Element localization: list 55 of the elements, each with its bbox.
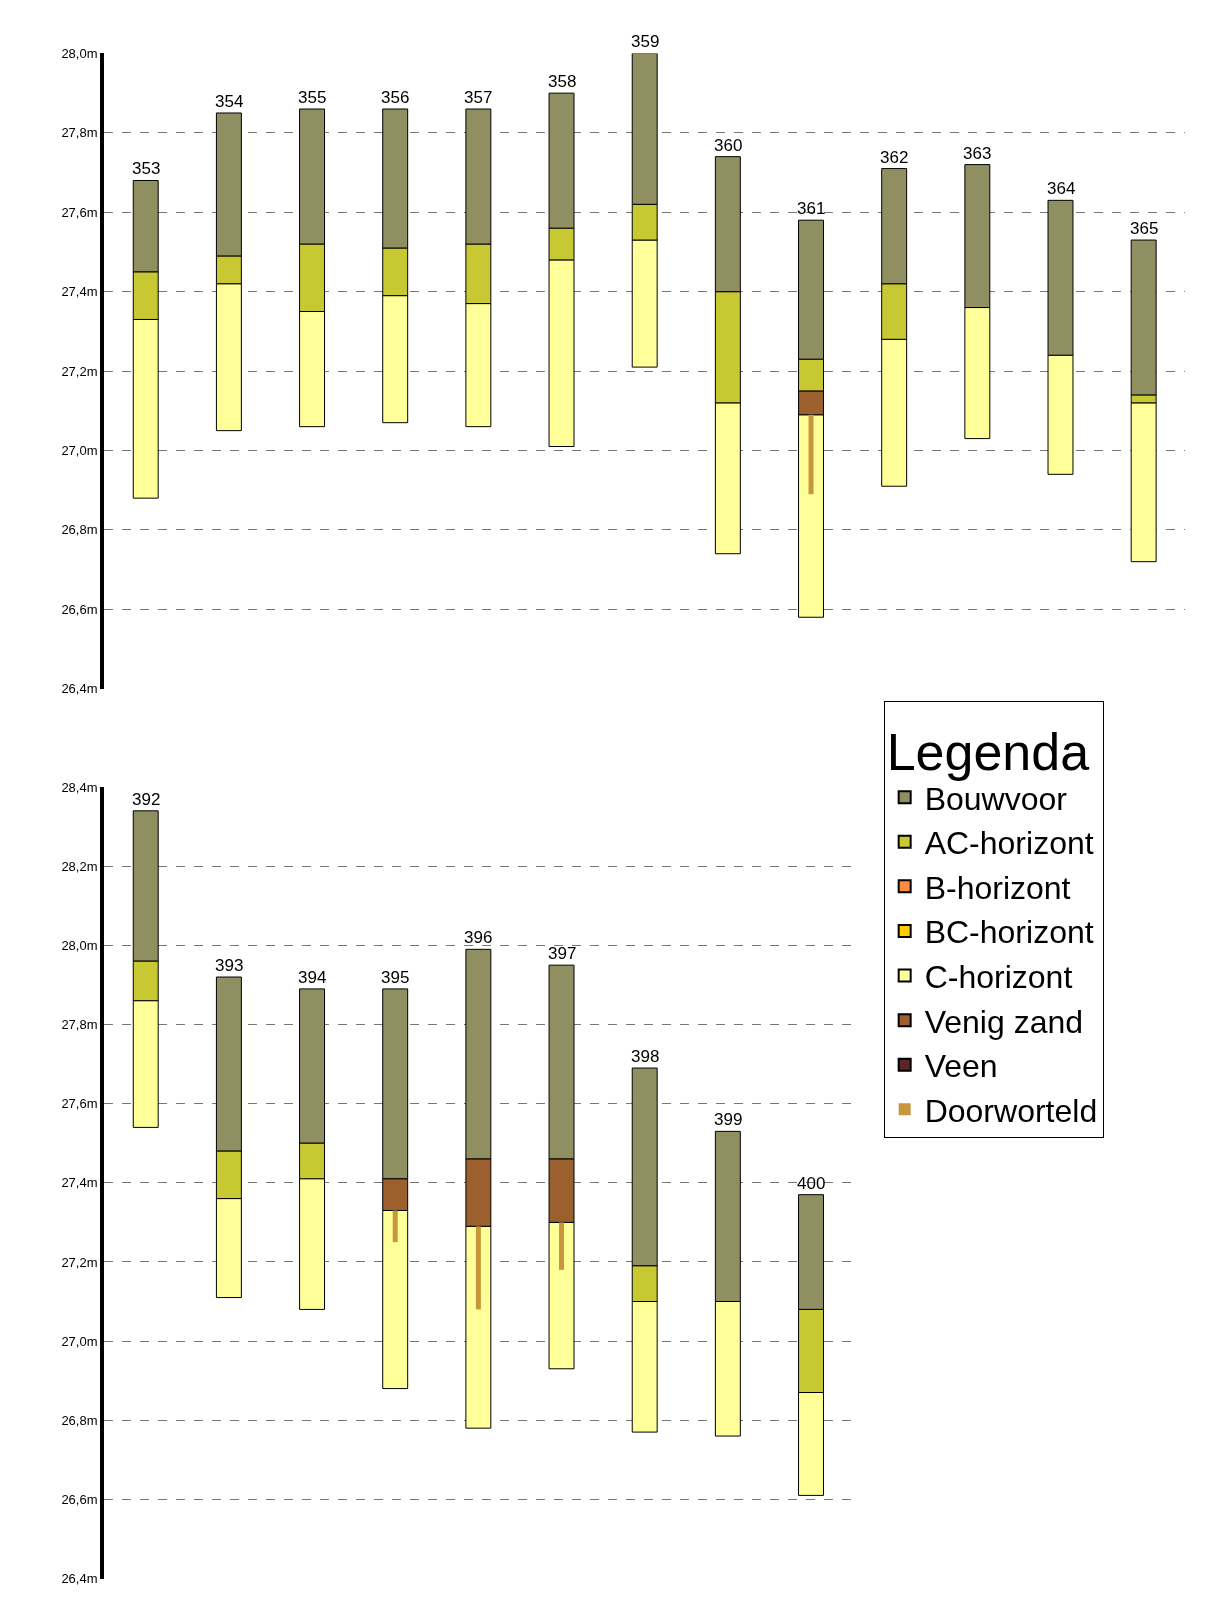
y-tick-label: 27,6m (61, 1096, 98, 1112)
category-label: 364 (1047, 179, 1076, 198)
y-tick-label: 27,6m (61, 204, 98, 220)
category-label: 358 (548, 72, 577, 91)
category-label: 357 (464, 88, 493, 107)
category-label: 355 (298, 88, 327, 107)
y-tick-label: 28,2m (61, 858, 98, 874)
y-tick-label: 28,0m (61, 45, 98, 61)
category-label: 363 (963, 144, 992, 163)
x-tick-label: 400 (797, 1174, 826, 1193)
y-tick-label: 26,8m (61, 1412, 98, 1428)
y-tick-label: 27,8m (61, 125, 98, 141)
legend-label: Veen (924, 1048, 998, 1085)
x-tick-label: 397 (548, 944, 577, 963)
category-label: 365 (1130, 219, 1159, 238)
y-tick-label: 27,0m (61, 443, 98, 459)
legend-title: Legenda (886, 722, 1090, 781)
y-tick-label: 26,4m (61, 1571, 98, 1587)
category-label: 353 (132, 159, 161, 178)
bar (392, 1210, 398, 1243)
y-tick-label: 28,0m (61, 937, 98, 953)
y-tick-label: 26,6m (61, 601, 98, 617)
x-tick-label: 393 (215, 956, 244, 975)
bar (475, 1226, 481, 1310)
y-tick-label: 26,6m (61, 1491, 98, 1507)
y-tick-label: 26,8m (61, 522, 98, 538)
y-tick-label: 28,4m (61, 779, 98, 795)
legend-label: Venig zand (924, 1003, 1084, 1040)
x-tick-label: 392 (132, 790, 161, 809)
y-tick-label: 27,2m (61, 1254, 98, 1270)
x-tick-label: 394 (298, 968, 327, 987)
category-label: 354 (215, 92, 244, 111)
y-tick-label: 27,4m (61, 284, 98, 300)
y-tick-label: 26,4m (61, 681, 98, 697)
y-tick-label: 27,0m (61, 1333, 98, 1349)
legend-label: Doorworteld (924, 1092, 1098, 1129)
x-tick-label: 396 (464, 928, 493, 947)
category-label: 361 (797, 199, 826, 218)
legend-label: Bouwvoor (924, 780, 1068, 817)
legend-label: B-horizont (924, 869, 1071, 906)
category-label: 359 (631, 32, 660, 51)
category-label: 360 (714, 136, 743, 155)
category-label: 362 (880, 148, 909, 167)
bar (559, 1222, 565, 1270)
legend-label: BC-horizont (924, 914, 1094, 951)
y-tick-label: 27,4m (61, 1175, 98, 1191)
bar (808, 414, 814, 495)
x-tick-label: 399 (714, 1110, 743, 1129)
x-tick-label: 398 (631, 1047, 660, 1066)
x-tick-label: 395 (381, 968, 410, 987)
legend-label: AC-horizont (924, 825, 1094, 862)
category-label: 356 (381, 88, 410, 107)
y-tick-label: 27,8m (61, 1017, 98, 1033)
legend-label: C-horizont (924, 959, 1073, 996)
y-tick-label: 27,2m (61, 363, 98, 379)
